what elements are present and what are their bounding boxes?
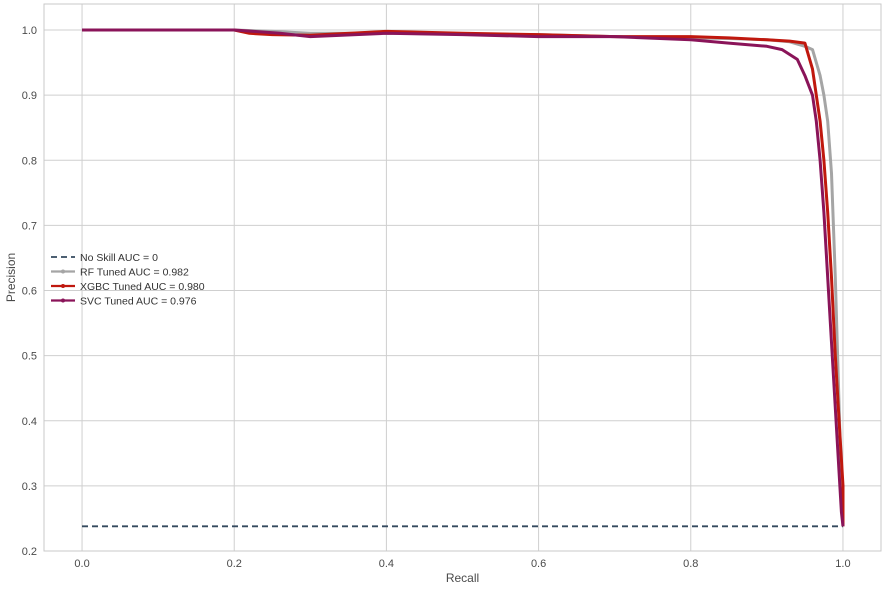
series-line-3: [82, 28, 845, 527]
x-tick-label: 0.8: [683, 558, 698, 570]
legend: No Skill AUC = 0 RF Tuned AUC = 0.982 XGBC…: [51, 252, 205, 308]
x-tick-label: 0.2: [227, 558, 242, 570]
y-tick-label: 0.6: [22, 286, 37, 298]
series-lines: [82, 28, 845, 528]
x-tick-label: 1.0: [835, 558, 850, 570]
y-tick-label: 1.0: [22, 25, 37, 37]
tick-labels: 0.0 0.2 0.4 0.6 0.8 1.0 0.2 0.3 0.4 0.5 0.6 0.7 0.8 0…: [22, 25, 851, 570]
legend-entry-label: SVC Tuned AUC = 0.976: [80, 296, 197, 308]
x-axis-label: Recall: [446, 571, 479, 585]
series-line-2: [82, 28, 845, 527]
y-axis-label: Precision: [4, 253, 18, 302]
y-tick-label: 0.5: [22, 351, 37, 363]
y-tick-label: 0.3: [22, 481, 37, 493]
y-tick-label: 0.2: [22, 546, 37, 558]
y-tick-label: 0.9: [22, 90, 37, 102]
y-tick-label: 0.7: [22, 220, 37, 232]
legend-entry-label: No Skill AUC = 0: [80, 252, 158, 264]
x-tick-label: 0.4: [379, 558, 394, 570]
x-tick-label: 0.6: [531, 558, 546, 570]
grid: [44, 4, 881, 552]
y-tick-label: 0.4: [22, 416, 37, 428]
legend-entry-label: XGBC Tuned AUC = 0.980: [80, 281, 205, 293]
series-line-1: [82, 28, 845, 527]
legend-marker: [61, 284, 65, 288]
legend-marker: [61, 298, 65, 303]
y-tick-label: 0.8: [22, 155, 37, 167]
x-tick-label: 0.0: [74, 558, 89, 570]
legend-entry-label: RF Tuned AUC = 0.982: [80, 267, 189, 279]
legend-marker: [61, 269, 65, 274]
plot-frame: [43, 3, 882, 552]
